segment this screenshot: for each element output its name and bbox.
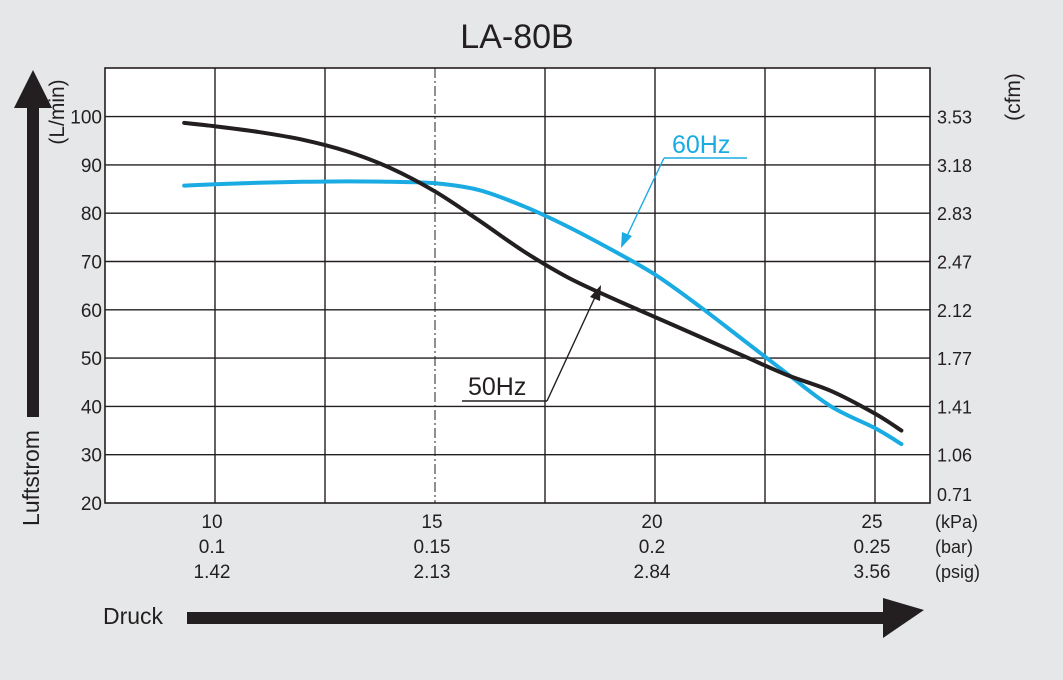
chart-title: LA-80B [460,18,573,56]
y-tick-label: 40 [81,397,102,418]
right-y-tick-label: 1.41 [937,397,972,417]
y-tick-label: 60 [81,301,102,322]
plot-area [104,67,931,504]
x-tick-label: 0.2 [639,537,665,558]
y-tick-label: 20 [81,494,102,515]
x-tick-label: 2.13 [414,562,451,583]
label-50hz: 50Hz [468,373,526,401]
right-y-tick-label: 3.53 [937,108,972,128]
leader-60hz [625,157,665,239]
x-tick-label: 3.56 [854,562,891,583]
x-unit-label: (psig) [935,562,980,582]
x-tick-label: 10 [201,512,222,533]
annotations: 60Hz 50Hz [462,131,747,402]
y-tick-label: 50 [81,349,102,370]
label-60hz: 60Hz [672,131,730,159]
x-tick-label: 0.25 [854,537,891,558]
x-tick-label: 0.1 [199,537,225,558]
left-y-tick-labels: 20 30 40 50 60 70 80 90 100 [70,108,102,515]
y-axis-arrow [14,70,52,417]
series-lines [182,120,904,447]
x-tick-label: 2.84 [634,562,671,583]
series-line-50hz [182,120,904,433]
x-axis-title: Druck [103,603,164,629]
leader-50hz [546,294,597,402]
x-tick-labels: 10 15 20 25 (kPa) 0.1 0.15 0.2 0.25 (bar) 1.42 2.13… [194,512,981,583]
y-axis-unit-left: (L/min) [46,79,69,144]
right-y-tick-label: 1.77 [937,349,972,369]
x-tick-label: 1.42 [194,562,231,583]
y-tick-label: 70 [81,253,102,274]
x-unit-label: (bar) [935,537,973,557]
right-y-tick-label: 0.71 [937,485,972,505]
x-tick-label: 20 [641,512,662,533]
right-y-tick-label: 3.18 [937,156,972,176]
right-y-tick-label: 1.06 [937,446,972,466]
right-y-tick-label: 2.47 [937,253,972,273]
right-y-tick-label: 2.12 [937,301,972,321]
y-axis-title: Luftstrom [18,430,44,526]
right-y-tick-labels: 0.71 1.06 1.41 1.77 2.12 2.47 2.83 3.18 3.53 [937,108,972,505]
grid [104,67,931,504]
x-unit-label: (kPa) [935,512,978,532]
x-tick-label: 25 [861,512,882,533]
y-tick-label: 80 [81,204,102,225]
arrowhead-60hz [621,232,632,248]
y-tick-label: 90 [81,156,102,177]
x-tick-label: 15 [421,512,442,533]
y-axis-unit-right: (cfm) [1002,73,1025,121]
x-tick-label: 0.15 [414,537,451,558]
y-tick-label: 100 [70,108,102,129]
y-tick-label: 30 [81,446,102,467]
arrowhead-50hz [590,285,601,301]
x-axis-arrow [187,598,924,638]
right-y-tick-label: 2.83 [937,204,972,224]
